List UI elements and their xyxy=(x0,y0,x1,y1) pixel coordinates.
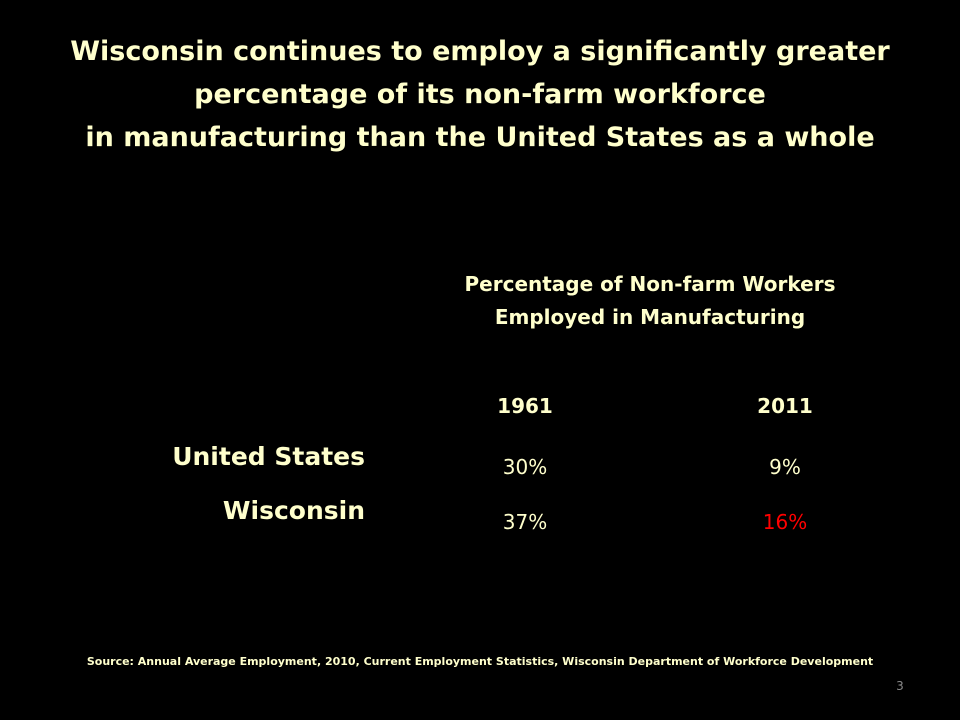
cell-wisconsin-2011: 16% xyxy=(762,510,808,534)
cell-wisconsin-1961: 37% xyxy=(502,510,548,534)
title-line-3: in manufacturing than the United States … xyxy=(85,122,875,153)
row-label-united-states: United States xyxy=(172,442,365,471)
column-header-2011: 2011 xyxy=(757,394,813,418)
table-heading: Percentage of Non-farm Workers Employed … xyxy=(380,268,920,334)
source-note: Source: Annual Average Employment, 2010,… xyxy=(86,655,874,668)
cell-united-states-1961: 30% xyxy=(502,455,548,479)
cell-united-states-2011: 9% xyxy=(769,455,801,479)
table-heading-line-1: Percentage of Non-farm Workers xyxy=(464,272,836,296)
row-label-wisconsin: Wisconsin xyxy=(222,496,365,525)
column-header-1961: 1961 xyxy=(497,394,553,418)
title-line-2: percentage of its non-farm workforce xyxy=(194,79,766,110)
title-line-1: Wisconsin continues to employ a signific… xyxy=(70,36,890,67)
slide-number: 3 xyxy=(896,679,904,693)
slide-title: Wisconsin continues to employ a signific… xyxy=(20,30,940,159)
table-heading-line-2: Employed in Manufacturing xyxy=(494,305,806,329)
